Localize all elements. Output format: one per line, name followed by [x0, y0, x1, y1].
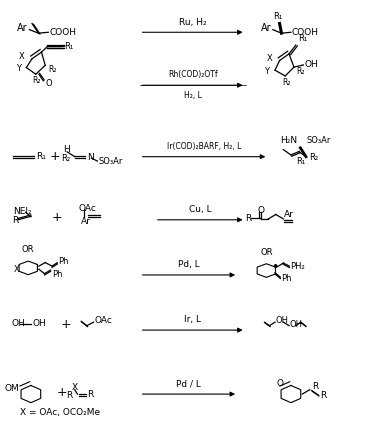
Text: Ar: Ar: [261, 23, 271, 33]
Text: Y: Y: [16, 64, 21, 73]
Text: OH: OH: [11, 319, 25, 328]
Text: Rh(COD)₂OTf: Rh(COD)₂OTf: [168, 71, 218, 79]
Text: X: X: [14, 265, 20, 274]
Text: OH: OH: [276, 316, 289, 325]
Text: Y: Y: [264, 67, 269, 75]
Text: Ar: Ar: [81, 217, 91, 226]
Text: R: R: [12, 216, 18, 225]
Text: +: +: [61, 318, 71, 331]
Text: COOH: COOH: [292, 28, 319, 37]
Text: +: +: [50, 150, 61, 163]
Text: Pd / L: Pd / L: [177, 379, 201, 388]
Text: R: R: [88, 390, 94, 400]
Text: Ph: Ph: [59, 257, 69, 266]
Text: R₂: R₂: [296, 67, 305, 76]
Text: SO₃Ar: SO₃Ar: [98, 158, 123, 166]
Text: R₂: R₂: [309, 153, 318, 162]
Text: Pd, L: Pd, L: [178, 260, 200, 269]
Text: •: •: [271, 261, 279, 274]
Text: OAc: OAc: [79, 204, 97, 213]
Text: Ar: Ar: [284, 210, 294, 218]
Text: R: R: [66, 391, 72, 400]
Text: R₂: R₂: [48, 65, 56, 74]
Text: Ar: Ar: [17, 23, 28, 33]
Text: X: X: [266, 54, 272, 63]
Text: O: O: [257, 206, 264, 214]
Text: OR: OR: [22, 245, 34, 254]
Text: R₂: R₂: [282, 78, 291, 87]
Text: OH: OH: [290, 320, 303, 329]
Text: H₂N: H₂N: [280, 136, 298, 145]
Text: R: R: [312, 382, 318, 391]
Text: Ir(COD)₂BARF, H₂, L: Ir(COD)₂BARF, H₂, L: [167, 142, 241, 151]
Text: X: X: [19, 52, 25, 61]
Text: N: N: [87, 153, 93, 162]
Text: COOH: COOH: [49, 28, 76, 37]
Text: Ph: Ph: [52, 270, 62, 279]
Text: +: +: [56, 386, 67, 399]
Text: OR: OR: [260, 248, 273, 257]
Text: R₁: R₁: [298, 34, 307, 43]
Text: R₂: R₂: [61, 155, 70, 163]
Text: Cu, L: Cu, L: [189, 205, 211, 214]
Text: OH: OH: [32, 319, 46, 328]
Text: X = OAc, OCO₂Me: X = OAc, OCO₂Me: [20, 408, 100, 417]
Text: R₁: R₁: [296, 157, 306, 166]
Text: Ru, H₂: Ru, H₂: [179, 18, 206, 27]
Text: R₁: R₁: [36, 152, 46, 161]
Text: H: H: [63, 145, 69, 154]
Text: OAc: OAc: [94, 316, 112, 325]
Text: Ir, L: Ir, L: [184, 315, 201, 325]
Text: +: +: [51, 211, 62, 224]
Text: SO₃Ar: SO₃Ar: [306, 136, 331, 145]
Text: R₂: R₂: [33, 76, 41, 85]
Text: OM: OM: [5, 384, 20, 393]
Text: X: X: [72, 383, 78, 392]
Text: R₁: R₁: [273, 12, 283, 21]
Text: R₁: R₁: [64, 42, 74, 52]
Text: H₂, L: H₂, L: [184, 91, 201, 100]
Text: OH: OH: [304, 60, 318, 69]
Text: R: R: [245, 214, 251, 223]
Text: NEI₂: NEI₂: [13, 207, 32, 216]
Text: O: O: [46, 79, 52, 87]
Text: O: O: [277, 380, 284, 388]
Text: PH₂: PH₂: [290, 262, 305, 271]
Text: Ph: Ph: [282, 274, 292, 282]
Text: R: R: [320, 391, 326, 400]
